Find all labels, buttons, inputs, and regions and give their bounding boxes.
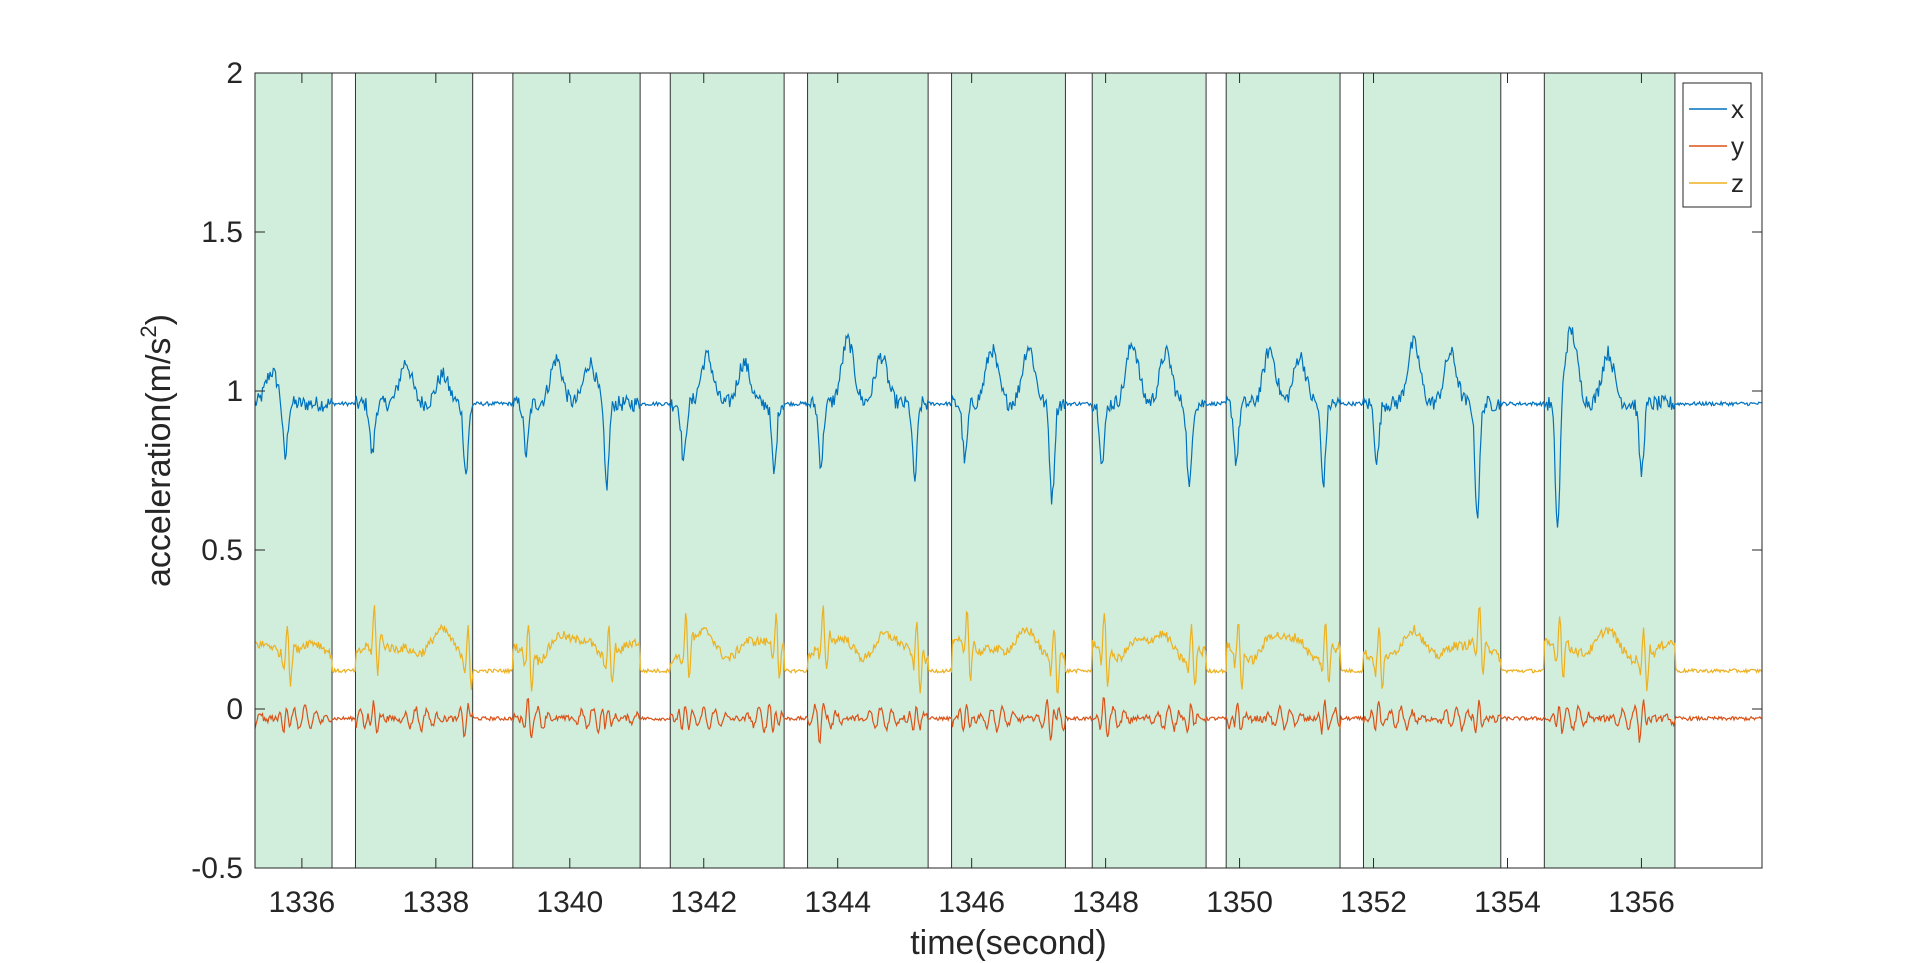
- highlight-bands: [254, 72, 1676, 869]
- legend: xyz: [1682, 82, 1752, 208]
- x-tick-label: 1352: [1340, 886, 1407, 919]
- highlight-band-2: [354, 72, 474, 869]
- series-line-x: [254, 325, 1762, 528]
- y-tick-label: 0: [226, 693, 243, 726]
- series-line-z: [254, 605, 1763, 694]
- highlight-band-5: [807, 72, 929, 869]
- x-tick-label: 1338: [402, 886, 469, 919]
- series-lines: [254, 325, 1763, 745]
- highlight-band-9: [1362, 72, 1502, 869]
- y-tick-label: 1.5: [201, 216, 243, 249]
- x-axis-label: time(second): [910, 924, 1107, 962]
- x-tick-label: 1356: [1608, 886, 1675, 919]
- legend-label-z: z: [1731, 168, 1744, 198]
- x-tick-label: 1336: [269, 886, 336, 919]
- highlight-band-10: [1543, 72, 1676, 869]
- y-tick-label: -0.5: [191, 852, 243, 885]
- legend-label-y: y: [1731, 131, 1744, 161]
- legend-box: [1682, 82, 1752, 208]
- y-tick-label: 0.5: [201, 534, 243, 567]
- x-tick-label: 1348: [1072, 886, 1139, 919]
- x-tick-label: 1340: [536, 886, 603, 919]
- y-tick-label: 1: [226, 375, 243, 408]
- legend-label-x: x: [1731, 94, 1744, 124]
- x-tick-label: 1346: [938, 886, 1005, 919]
- x-tick-label: 1354: [1474, 886, 1541, 919]
- highlight-band-7: [1091, 72, 1207, 869]
- highlight-band-1: [254, 72, 333, 869]
- y-tick-label: 2: [226, 57, 243, 90]
- highlight-band-8: [1225, 72, 1341, 869]
- highlight-band-3: [512, 72, 641, 869]
- y-axis-label-main: acceleration(m/s: [140, 338, 178, 587]
- y-axis-label-close: ): [140, 314, 178, 325]
- highlight-band-4: [669, 72, 785, 869]
- plot-area-border: [254, 72, 1763, 869]
- series-line-y: [254, 697, 1763, 745]
- axis-ticks: 1336 1338 1340 1342 1344 1346 1348 1350 1352 1354…: [191, 57, 1762, 919]
- y-axis-label: acceleration(m/s2): [136, 314, 178, 587]
- x-tick-label: 1344: [804, 886, 871, 919]
- y-axis-label-superscript: 2: [136, 325, 161, 337]
- x-tick-label: 1342: [670, 886, 737, 919]
- x-tick-label: 1350: [1206, 886, 1273, 919]
- highlight-band-6: [951, 72, 1066, 869]
